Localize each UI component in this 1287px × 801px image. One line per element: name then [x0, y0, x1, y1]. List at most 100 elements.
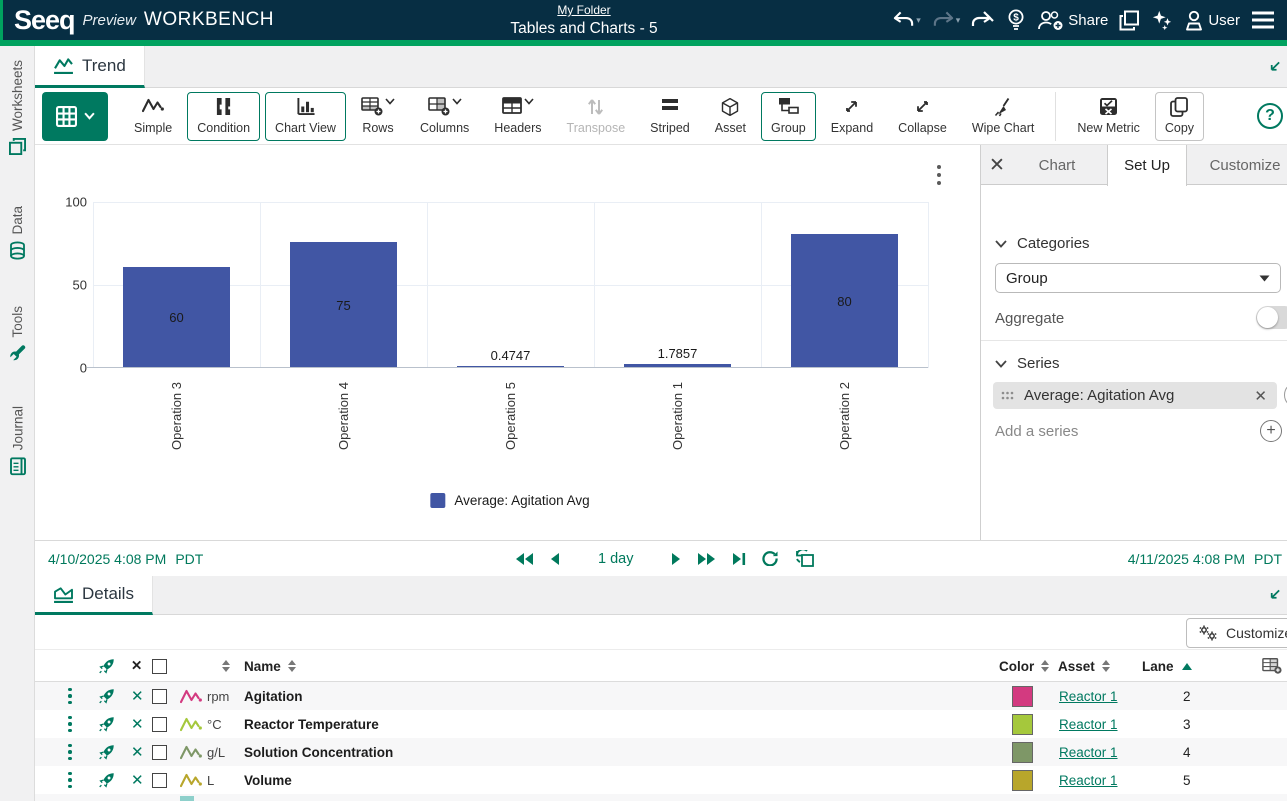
- toolbar-button-new-metric[interactable]: New Metric: [1067, 92, 1150, 141]
- table-view-dropdown-button[interactable]: [42, 91, 108, 141]
- row-menu-icon[interactable]: [68, 738, 72, 766]
- duplicate-icon[interactable]: [1119, 10, 1140, 31]
- row-menu-icon[interactable]: [68, 766, 72, 794]
- step-back-icon[interactable]: [550, 552, 560, 566]
- toolbar-button-striped[interactable]: Striped: [640, 92, 700, 141]
- row-checkbox[interactable]: [152, 738, 167, 766]
- tab-customize[interactable]: Customize: [1209, 156, 1281, 174]
- user-label[interactable]: User: [1208, 11, 1240, 29]
- toolbar-button-group[interactable]: Group: [761, 91, 816, 141]
- step-back-fast-icon[interactable]: [515, 552, 534, 566]
- bar-operation-1[interactable]: [624, 364, 731, 367]
- step-to-end-icon[interactable]: [732, 552, 746, 566]
- pricing-bulb-icon[interactable]: $: [1006, 9, 1026, 31]
- tab-chart[interactable]: Chart: [1038, 156, 1076, 174]
- remove-all-icon[interactable]: ✕: [131, 658, 143, 673]
- aggregate-toggle[interactable]: [1256, 306, 1287, 329]
- asset-link[interactable]: Reactor 1: [1059, 716, 1118, 732]
- user-icon[interactable]: User: [1184, 10, 1240, 31]
- asset-link[interactable]: Reactor 1: [1059, 688, 1118, 704]
- bar-operation-3[interactable]: [123, 267, 230, 367]
- toolbar-button-collapse[interactable]: Collapse: [888, 92, 957, 141]
- sidebar-item-journal[interactable]: Journal: [0, 406, 35, 476]
- close-icon[interactable]: ✕: [989, 155, 1005, 176]
- bar-operation-5[interactable]: [457, 366, 564, 367]
- column-name[interactable]: Name: [244, 650, 296, 682]
- toolbar-button-columns[interactable]: Columns: [410, 92, 479, 141]
- sort-icon[interactable]: [287, 660, 296, 672]
- duration-label[interactable]: 1 day: [598, 550, 634, 567]
- breadcrumb[interactable]: My Folder: [557, 3, 611, 17]
- chart-legend[interactable]: Average: Agitation Avg: [430, 493, 590, 508]
- toolbar-button-expand[interactable]: Expand: [821, 92, 883, 141]
- color-swatch[interactable]: [1012, 738, 1033, 766]
- send-to-trend-icon[interactable]: [98, 710, 115, 738]
- range-start[interactable]: 4/10/2025 4:08 PM PDT: [48, 550, 204, 567]
- collapse-details-icon[interactable]: [1268, 589, 1281, 602]
- series-section-header[interactable]: Series: [995, 355, 1060, 372]
- refresh-icon[interactable]: [762, 551, 779, 566]
- remove-item-icon[interactable]: ✕: [131, 772, 144, 789]
- toolbar-button-wipe-chart[interactable]: Wipe Chart: [962, 92, 1045, 141]
- help-button[interactable]: ?: [1257, 103, 1283, 129]
- toolbar-button-chart-view[interactable]: Chart View: [265, 91, 346, 141]
- apply-to-worksheets-icon[interactable]: [795, 550, 815, 567]
- color-swatch[interactable]: [1012, 710, 1033, 738]
- sidebar-item-worksheets[interactable]: Worksheets: [0, 60, 35, 156]
- tab-trend[interactable]: Trend: [35, 46, 145, 88]
- column-asset[interactable]: Asset: [1058, 650, 1110, 682]
- series-chip[interactable]: Average: Agitation Avg ✕: [993, 382, 1277, 409]
- add-series-label[interactable]: Add a series: [995, 423, 1079, 440]
- send-to-trend-icon[interactable]: [98, 738, 115, 766]
- sidebar-item-tools[interactable]: Tools: [0, 306, 35, 362]
- send-all-icon[interactable]: [98, 650, 115, 682]
- color-swatch[interactable]: [1012, 766, 1033, 794]
- step-forward-icon[interactable]: [671, 552, 681, 566]
- unit-sort[interactable]: [215, 650, 230, 682]
- add-series-icon[interactable]: +: [1260, 420, 1282, 442]
- bar-operation-4[interactable]: [290, 242, 397, 367]
- toolbar-button-copy[interactable]: Copy: [1154, 91, 1205, 141]
- collapse-panel-icon[interactable]: [1268, 60, 1281, 73]
- chart-menu-icon[interactable]: [930, 161, 948, 189]
- asset-link[interactable]: Reactor 1: [1059, 772, 1118, 788]
- row-menu-icon[interactable]: [68, 710, 72, 738]
- forward-icon[interactable]: [971, 10, 995, 30]
- column-lane[interactable]: Lane: [1142, 650, 1192, 682]
- remove-series-icon[interactable]: ✕: [1254, 387, 1267, 405]
- add-user-icon[interactable]: Share: [1037, 10, 1108, 31]
- toolbar-button-rows[interactable]: Rows: [351, 92, 405, 141]
- column-color[interactable]: Color: [999, 650, 1050, 682]
- select-all-checkbox[interactable]: [152, 650, 167, 682]
- send-to-trend-icon[interactable]: [98, 682, 115, 710]
- range-end[interactable]: 4/11/2025 4:08 PM PDT: [1127, 550, 1282, 567]
- toolbar-button-asset[interactable]: Asset: [705, 92, 756, 141]
- category-select[interactable]: Group: [995, 263, 1281, 293]
- menu-icon[interactable]: [1251, 11, 1275, 29]
- tab-details[interactable]: Details: [35, 576, 153, 615]
- row-checkbox[interactable]: [152, 766, 167, 794]
- toolbar-button-condition[interactable]: Condition: [187, 91, 261, 141]
- bar-operation-2[interactable]: [791, 234, 898, 367]
- ai-sparkles-icon[interactable]: [1151, 9, 1173, 31]
- tab-set-up[interactable]: Set Up: [1107, 145, 1187, 186]
- sort-icon[interactable]: [1101, 660, 1110, 672]
- add-column-icon[interactable]: [1262, 650, 1282, 682]
- sidebar-item-data[interactable]: Data: [0, 206, 35, 260]
- categories-section-header[interactable]: Categories: [995, 235, 1090, 252]
- share-label[interactable]: Share: [1068, 11, 1109, 29]
- toolbar-button-simple[interactable]: Simple: [124, 92, 182, 141]
- remove-item-icon[interactable]: ✕: [131, 688, 144, 705]
- row-checkbox[interactable]: [152, 682, 167, 710]
- asset-link[interactable]: Reactor 1: [1059, 744, 1118, 760]
- remove-item-icon[interactable]: ✕: [131, 716, 144, 733]
- color-swatch[interactable]: [1012, 682, 1033, 710]
- remove-item-icon[interactable]: ✕: [131, 744, 144, 761]
- customize-button[interactable]: Customize: [1186, 618, 1287, 648]
- step-forward-fast-icon[interactable]: [697, 552, 716, 566]
- row-menu-icon[interactable]: [68, 682, 72, 710]
- undo-icon[interactable]: ▾: [892, 10, 921, 30]
- sort-icon[interactable]: [1041, 660, 1050, 672]
- toolbar-button-headers[interactable]: Headers: [484, 92, 551, 141]
- row-checkbox[interactable]: [152, 710, 167, 738]
